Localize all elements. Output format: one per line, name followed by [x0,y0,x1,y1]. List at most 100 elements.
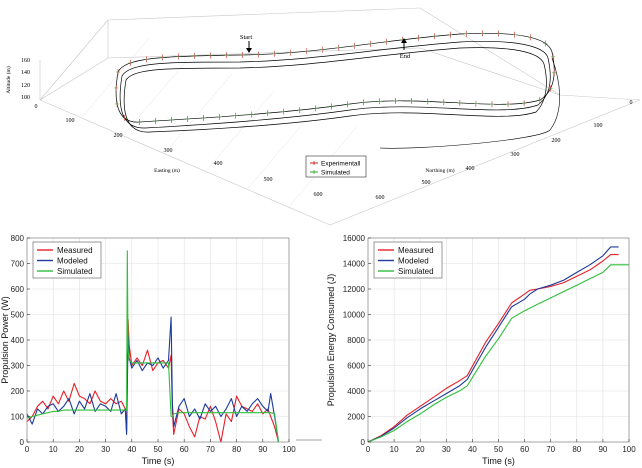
y-tick-label: 16000 [343,234,366,243]
y-tick-label: 12000 [343,285,366,294]
z-tick-label: 120 [21,83,30,89]
box-edge [107,47,421,59]
x-tick-label: 70 [206,445,215,454]
series-line-modeled [367,246,619,443]
floor-grid-line [81,37,150,119]
z-tick-label: 100 [21,95,30,101]
x-tick-label: 600 [314,192,323,198]
floor-grid-line [205,91,274,172]
y-tick-label: 100 [11,413,25,422]
x-tick-label: 80 [232,445,241,454]
x-tick-label: 400 [214,161,223,167]
box-edge [107,7,421,21]
x-tick-label: 0 [25,445,30,454]
legend-label: Simulated [57,267,93,276]
x-tick-label: 50 [154,445,163,454]
track-loop [119,41,551,129]
energy-chart: 0 10 20 30 40 50 60 70 80 90 100 0 2000 4000 6000 8000 1… [326,234,636,466]
floor-grid-line [164,73,233,154]
series-line-measured [26,319,280,443]
series-line-simulated [26,250,280,443]
y-tick-label: 400 [11,336,25,345]
y-tick-label: 0 [361,438,366,447]
x-tick-label: 80 [572,445,581,454]
x-tick-label: 500 [264,177,273,183]
y-tick-label: 4000 [347,387,365,396]
y-tick-label: 14000 [343,260,366,269]
floor-grid-line [122,55,192,136]
x-tick-label: 200 [114,133,123,139]
3d-trajectory-plot: 100 120 140 160 Altitude (m) 100 200 300 400 500 6… [5,7,641,226]
box-edge [329,99,641,226]
y-tick-label: 6000 [347,362,365,371]
end-annotation: End [400,53,411,60]
x-tick-label: 0 [366,445,371,454]
legend-label: Simulated [398,267,434,276]
x-tick-label: 30 [442,445,451,454]
origin-tick-label: 0 [35,104,38,110]
x-tick-label: 100 [66,118,75,124]
y-tick-label: 400 [466,166,475,172]
x-tick-label: 90 [258,445,267,454]
x-tick-label: 20 [416,445,425,454]
x-tick-label: 100 [622,445,636,454]
box-edge [419,7,561,96]
z-tick-label: 160 [21,58,30,64]
x-tick-label: 10 [49,445,58,454]
y-tick-label: 10000 [343,311,366,320]
legend-label: Measured [398,246,434,255]
y-tick-label: 0 [20,438,25,447]
x-tick-label: 20 [75,445,84,454]
y-tick-label: 8000 [347,336,365,345]
x-tick-label: 60 [520,445,529,454]
floor-grid-line [246,109,316,190]
series-line-measured [367,254,619,443]
legend-label: Modeled [57,257,88,266]
track-loop [123,47,547,133]
legend-box [305,155,367,178]
x-axis-label: Time (s) [142,456,175,466]
y-axis-label: Northing (m) [425,167,454,174]
start-arrow-head [246,48,252,53]
series-line-simulated [367,264,629,443]
z-axis-label: Altitude (m) [5,66,12,94]
legend-label: Experimentall [321,161,361,168]
y-tick-label: 200 [552,138,561,144]
x-tick-label: 50 [494,445,503,454]
y-tick-label: 600 [11,285,25,294]
y-axis-label: Propulsion Energy Consumed (J) [326,274,336,407]
box-edge [559,94,641,101]
y-tick-label: 800 [11,234,25,243]
y-tick-label: 500 [422,180,431,186]
y-tick-label: 0 [630,100,633,106]
y-tick-label: 300 [511,152,520,158]
legend-label: Simulated [321,170,350,177]
y-axis-label: Propulsion Power (W) [0,296,10,384]
track-loop [115,32,555,123]
box-edge [39,99,331,226]
power-chart: 0 10 20 30 40 50 60 70 80 90 100 0 100 200 300 400 500 60… [0,234,322,466]
x-tick-label: 10 [390,445,399,454]
series-line-modeled [26,316,280,443]
legend-label: Measured [57,246,93,255]
x-tick-label: 90 [598,445,607,454]
y-tick-label: 700 [11,260,25,269]
start-annotation: Start [240,34,252,41]
y-tick-label: 600 [376,195,385,201]
legend-label: Modeled [398,257,429,266]
x-tick-label: 60 [180,445,189,454]
end-arrow-head [401,38,407,43]
box-edge [419,47,561,96]
marker-guide [116,33,554,122]
x-axis-label: Time (s) [482,456,515,466]
x-tick-label: 40 [468,445,477,454]
y-tick-label: 500 [11,311,25,320]
z-tick-label: 140 [21,70,30,76]
x-axis-label: Easting (m) [154,167,180,174]
x-tick-label: 70 [546,445,555,454]
x-tick-label: 40 [127,445,136,454]
y-tick-label: 2000 [347,413,365,422]
y-tick-label: 100 [594,123,603,129]
y-tick-label: 200 [11,387,25,396]
